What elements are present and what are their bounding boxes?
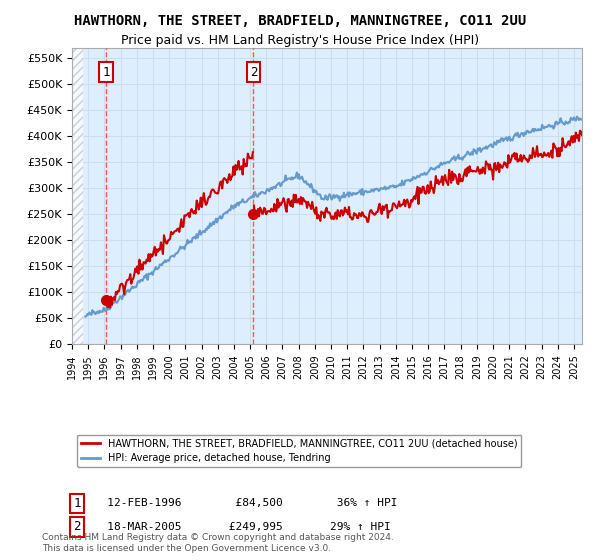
Text: 2: 2 (250, 66, 257, 78)
Bar (72, 48, 83, 344)
Text: 18-MAR-2005       £249,995       29% ↑ HPI: 18-MAR-2005 £249,995 29% ↑ HPI (88, 522, 391, 532)
Text: 2: 2 (73, 520, 81, 534)
Text: Contains HM Land Registry data © Crown copyright and database right 2024.
This d: Contains HM Land Registry data © Crown c… (42, 533, 394, 553)
Text: HAWTHORN, THE STREET, BRADFIELD, MANNINGTREE, CO11 2UU: HAWTHORN, THE STREET, BRADFIELD, MANNING… (74, 14, 526, 28)
Text: Price paid vs. HM Land Registry's House Price Index (HPI): Price paid vs. HM Land Registry's House … (121, 34, 479, 46)
Text: 12-FEB-1996        £84,500        36% ↑ HPI: 12-FEB-1996 £84,500 36% ↑ HPI (88, 498, 398, 508)
Text: 1: 1 (73, 497, 81, 510)
Text: 1: 1 (103, 66, 110, 78)
Legend: HAWTHORN, THE STREET, BRADFIELD, MANNINGTREE, CO11 2UU (detached house), HPI: Av: HAWTHORN, THE STREET, BRADFIELD, MANNING… (77, 435, 521, 467)
